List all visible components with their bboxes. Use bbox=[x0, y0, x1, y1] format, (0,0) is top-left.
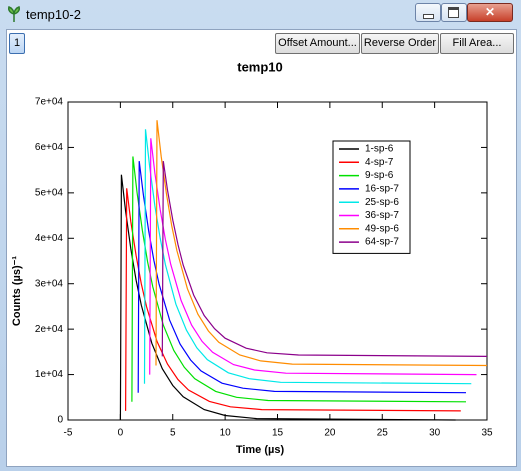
x-tick-label: 30 bbox=[429, 428, 441, 439]
legend-box bbox=[332, 140, 411, 254]
y-tick-label: 0 bbox=[57, 415, 63, 426]
legend-label: 16-sp-7 bbox=[365, 184, 399, 195]
series-line bbox=[161, 161, 488, 357]
x-tick-label: 25 bbox=[377, 428, 389, 439]
tab-button[interactable]: 1 bbox=[9, 33, 25, 54]
x-tick-label: 35 bbox=[481, 428, 493, 439]
legend-label: 36-sp-7 bbox=[365, 210, 399, 221]
x-axis-label: Time (µs) bbox=[236, 444, 285, 456]
maximize-button[interactable] bbox=[441, 3, 467, 22]
y-tick-label: 5e+04 bbox=[35, 187, 64, 198]
y-tick-label: 3e+04 bbox=[35, 278, 64, 289]
legend-label: 4-sp-7 bbox=[365, 157, 394, 168]
y-tick-label: 1e+04 bbox=[35, 369, 64, 380]
series-line bbox=[137, 161, 467, 394]
legend-label: 1-sp-6 bbox=[365, 144, 394, 155]
series-line bbox=[155, 120, 488, 367]
reverse-button[interactable]: Reverse Order bbox=[361, 33, 439, 54]
x-tick-label: 15 bbox=[272, 428, 284, 439]
x-tick-label: 0 bbox=[118, 428, 124, 439]
chart-title: temp10 bbox=[237, 59, 283, 74]
y-tick-label: 4e+04 bbox=[35, 233, 64, 244]
y-tick-label: 7e+04 bbox=[35, 97, 64, 108]
series-line bbox=[143, 129, 472, 385]
legend-label: 49-sp-6 bbox=[365, 223, 399, 234]
fill-area-button[interactable]: Fill Area... bbox=[440, 33, 514, 54]
app-icon bbox=[8, 6, 20, 22]
legend-label: 25-sp-6 bbox=[365, 197, 399, 208]
series-line bbox=[131, 156, 467, 403]
x-tick-label: 10 bbox=[220, 428, 232, 439]
y-tick-label: 2e+04 bbox=[35, 324, 64, 335]
legend-label: 64-sp-7 bbox=[365, 237, 399, 248]
client-area: 1 Offset Amount... Reverse Order Fill Ar… bbox=[6, 29, 517, 467]
close-button[interactable]: ✕ bbox=[467, 3, 513, 22]
minimize-button[interactable] bbox=[415, 3, 441, 22]
window-title: temp10-2 bbox=[26, 7, 81, 22]
x-tick-label: -5 bbox=[64, 428, 73, 439]
series-line bbox=[125, 188, 461, 412]
series-line bbox=[149, 138, 477, 376]
legend-label: 9-sp-6 bbox=[365, 170, 394, 181]
y-tick-label: 6e+04 bbox=[35, 142, 64, 153]
x-tick-label: 5 bbox=[170, 428, 176, 439]
offset-button[interactable]: Offset Amount... bbox=[275, 33, 360, 54]
x-tick-label: 20 bbox=[324, 428, 336, 439]
y-axis-label: Counts (µs)⁻¹ bbox=[11, 256, 23, 327]
chart: temp10 Time (µs) Counts (µs)⁻¹ 0 1e+04 2e+… bbox=[11, 59, 493, 456]
